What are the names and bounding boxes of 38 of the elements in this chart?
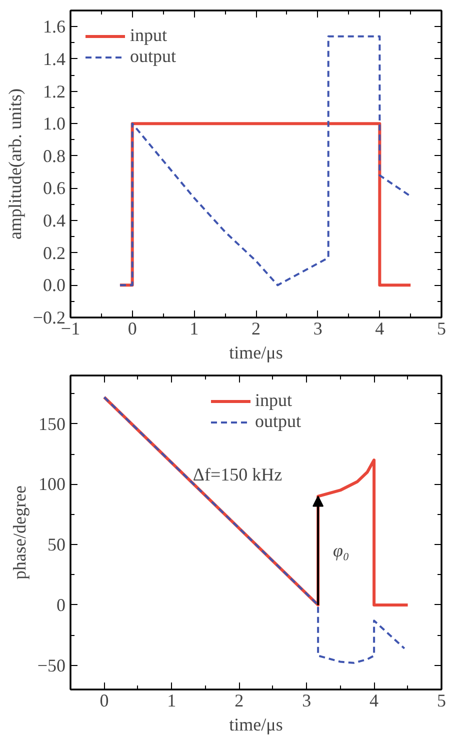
y-tick-label: 0.8 [43, 146, 66, 166]
y-tick-label: 100 [38, 474, 66, 494]
annotation: φ₀ [333, 540, 350, 561]
y-tick-label: 0.2 [43, 242, 66, 263]
x-tick-label: 3 [302, 690, 312, 710]
legend-label: output [130, 46, 176, 67]
legend-label: input [130, 25, 168, 46]
legend-label: input [254, 390, 292, 411]
y-tick-label: 50 [48, 534, 66, 555]
y-tick-label: 150 [38, 414, 66, 434]
y-tick-label: 0.4 [43, 210, 66, 231]
x-tick-label: 2 [234, 690, 244, 710]
y-tick-label: 1.2 [43, 81, 66, 102]
x-axis-title: time/μs [229, 714, 283, 734]
y-tick-label: −50 [37, 655, 66, 676]
x-tick-label: 5 [437, 318, 446, 338]
legend-label: output [254, 411, 302, 432]
y-tick-label: 0.6 [43, 178, 66, 198]
x-tick-label: 3 [313, 318, 322, 338]
x-tick-label: 1 [190, 318, 199, 338]
x-tick-label: 2 [252, 318, 260, 338]
x-tick-label: 0 [100, 690, 109, 710]
x-tick-label: 4 [370, 690, 379, 710]
y-axis-title: amplitude(arb. units) [4, 88, 25, 240]
y-tick-label: −0.2 [32, 308, 66, 328]
y-tick-label: 0 [56, 594, 66, 615]
y-tick-label: 1.4 [43, 48, 66, 69]
y-tick-label: 0.0 [43, 275, 66, 296]
y-axis-title: phase/degree [9, 486, 30, 580]
y-tick-label: 1.0 [43, 114, 66, 134]
x-tick-label: 0 [128, 318, 137, 338]
y-tick-label: 1.6 [43, 16, 66, 37]
line-series [103, 396, 406, 664]
x-tick-label: 1 [167, 690, 176, 710]
x-axis-title: time/μs [229, 342, 283, 362]
x-tick-label: 5 [437, 690, 446, 710]
x-tick-label: 4 [375, 318, 384, 338]
annotation: Δf=150 kHz [192, 464, 282, 484]
